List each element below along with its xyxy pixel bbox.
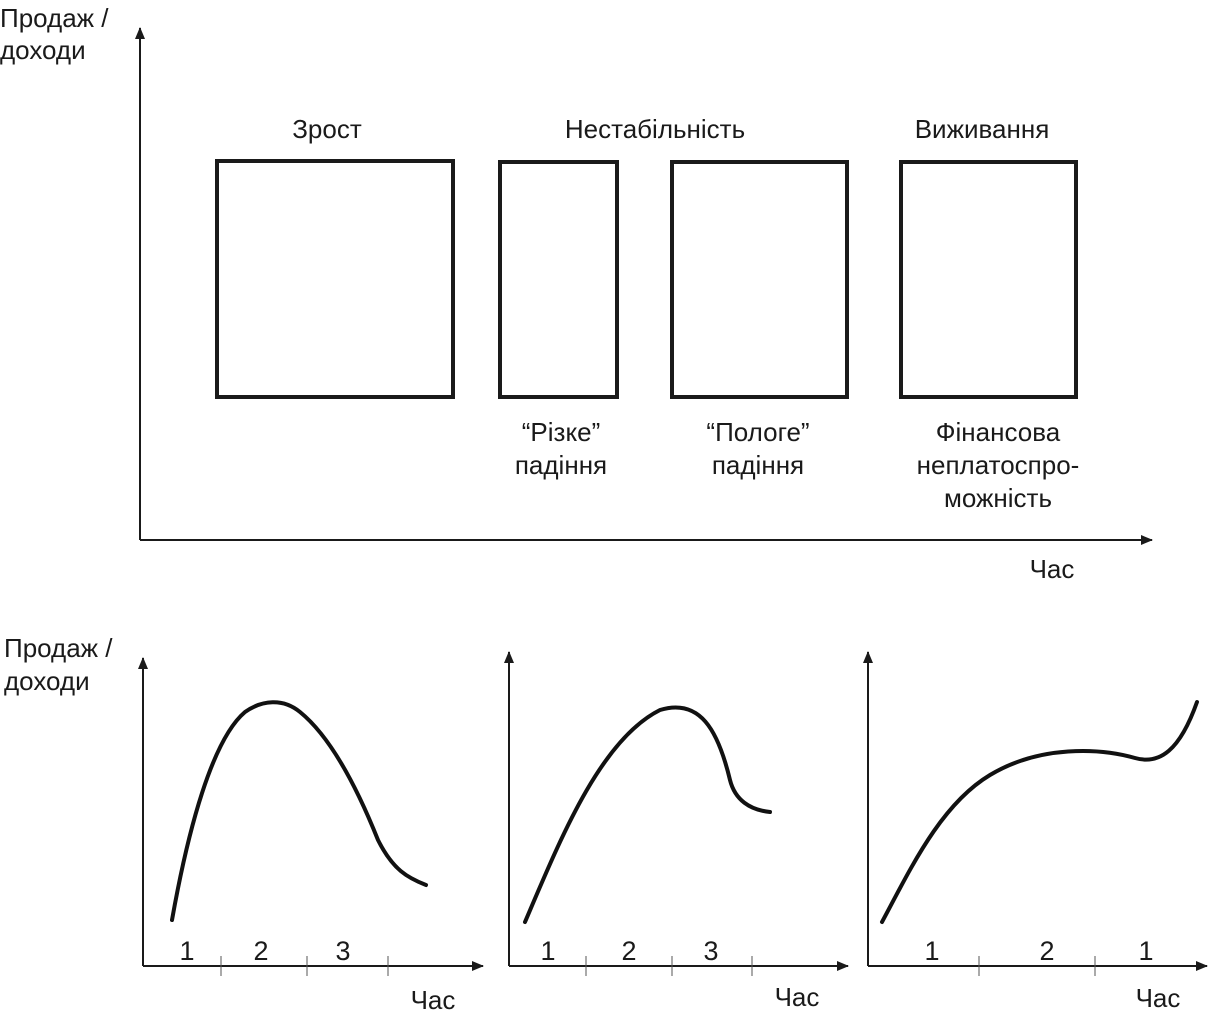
bottom-y-axis-label-line1: Продаж / [4,633,113,663]
chart2-phase-label: 1 [540,936,555,966]
bottom-y-axis-label-line2: доходи [4,666,90,696]
chart3-phase-label: 1 [1138,936,1153,966]
stage-header-instability: Нестабільність [565,114,745,144]
sharp-decline-box [498,160,619,399]
stage-header-survival: Виживання [915,114,1050,144]
chart1-phase-label: 1 [179,936,194,966]
insolvency-box [899,160,1078,399]
chart1-curve [170,700,428,922]
sharp-decline-caption-line1: “Різке” [522,417,600,447]
chart3-phase-label: 2 [1039,936,1054,966]
chart2-phase-label: 2 [621,936,636,966]
chart1-x-axis-label: Час [411,985,456,1015]
chart2-x-axis-label: Час [775,982,820,1012]
growth-box [215,159,455,399]
top-diagram: Продаж / доходи Час Зрост Нестабільність… [0,3,1153,584]
sharp-decline-caption-line2: падіння [515,450,607,480]
chart1-phase-label: 3 [335,936,350,966]
bottom-chart-1: Продаж / доходи 1 2 3 Час [4,633,484,1015]
gentle-decline-box [670,160,849,399]
bottom-chart-2: 1 2 3 Час [504,651,849,1012]
chart3-x-axis-label: Час [1136,983,1181,1013]
top-y-axis-label-line2: доходи [0,35,86,65]
chart2-phase-label: 3 [703,936,718,966]
top-y-axis-label-line1: Продаж / [0,3,109,33]
insolvency-caption-line2: неплатоспро- [917,450,1080,480]
gentle-decline-caption-line1: “Пологе” [706,417,809,447]
stage-header-growth: Зрост [292,114,362,144]
chart1-phase-label: 2 [253,936,268,966]
insolvency-caption-line1: Фінансова [936,417,1061,447]
bottom-chart-3: 1 2 1 Час [863,651,1208,1013]
chart2-curve [523,705,772,924]
gentle-decline-caption-line2: падіння [712,450,804,480]
insolvency-caption-line3: можність [944,483,1052,513]
top-x-axis-label: Час [1030,554,1075,584]
chart3-curve [880,700,1199,924]
chart3-phase-label: 1 [924,936,939,966]
